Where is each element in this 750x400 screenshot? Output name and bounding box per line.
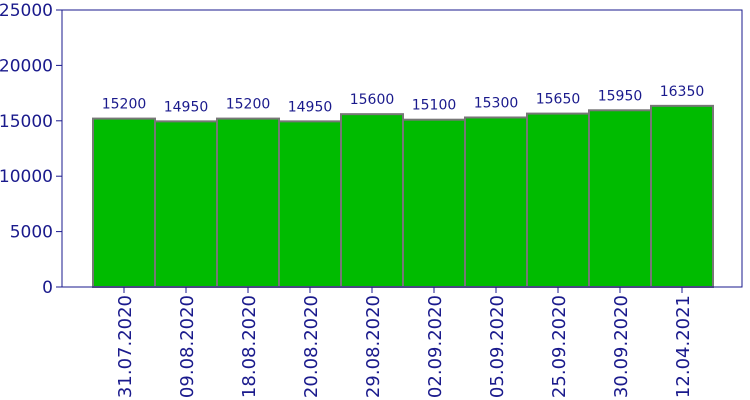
x-category-label: 05.09.2020 [487,295,508,398]
x-category-label: 18.08.2020 [239,295,260,398]
bar-value-label: 14950 [288,99,333,115]
bar-value-label: 15600 [350,92,395,108]
x-category-label: 31.07.2020 [115,295,136,398]
x-category-label: 02.09.2020 [425,295,446,398]
bar [650,104,714,289]
x-category-label: 30.09.2020 [611,295,632,398]
bar [464,116,528,288]
bar-value-label: 16350 [660,84,705,100]
bar [278,120,342,288]
bar [402,118,466,288]
y-tick-label: 10000 [0,167,53,187]
bar-value-label: 15100 [412,98,457,114]
bar [588,109,652,288]
x-category-label: 20.08.2020 [301,295,322,398]
bar [340,113,404,289]
x-category-label: 25.09.2020 [549,295,570,398]
y-tick-label: 0 [42,278,53,298]
bar-value-label: 15650 [536,92,581,108]
bar-value-label: 14950 [164,99,209,115]
bar-value-label: 15950 [598,88,643,104]
y-tick-label: 5000 [10,223,53,243]
bar-value-label: 15300 [474,95,519,111]
x-category-label: 09.08.2020 [177,295,198,398]
y-tick-label: 20000 [0,56,53,76]
data-labels-group: 15200 14950 15200 14950 15600 15100 15300 15650… [102,84,705,116]
bar [216,117,280,288]
plot-area-frame [61,9,743,288]
bar-value-label: 15200 [226,97,271,113]
bar [92,117,156,288]
y-tick-label: 15000 [0,112,53,132]
bars-group [92,104,714,289]
x-category-label: 12.04.2021 [673,295,694,398]
bar [526,112,590,288]
x-category-label: 29.08.2020 [363,295,384,398]
bar [154,120,218,288]
bar-value-label: 15200 [102,97,147,113]
x-axis: 31.07.2020 09.08.2020 18.08.2020 20.08.2020… [115,287,694,398]
y-axis: 0 5000 10000 15000 20000 25000 [0,1,62,298]
y-tick-label: 25000 [0,1,53,21]
